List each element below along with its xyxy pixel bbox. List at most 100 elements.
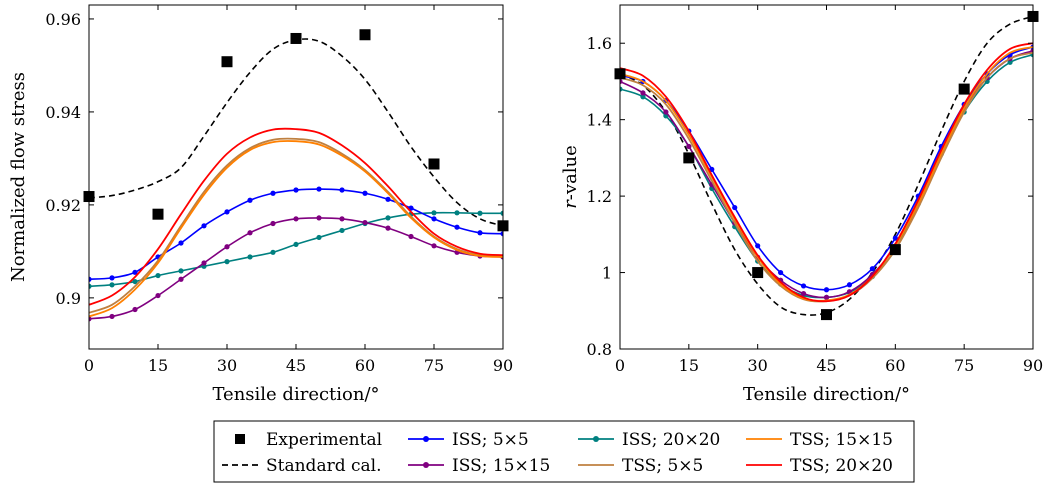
flow-stress-point-iss-5x5-8 [270,190,276,196]
flow-stress-point-iss-15x15-14 [408,233,414,240]
r-value-experimental-point-2 [752,267,764,279]
flow-stress-point-iss-15x15-7 [247,230,253,236]
r-value-point-iss-15x15-10 [846,289,853,295]
r-value-point-iss-5x5-11 [869,266,875,272]
r-value-experimental-point-5 [958,83,970,95]
legend-swatch-dot-iss-15x15 [423,462,429,468]
flow-stress-ylabel: Normalized flow stress [8,72,29,282]
r-value-point-iss-5x5-9 [823,287,830,293]
legend-label-iss-20x20: ISS; 20×20 [622,430,720,450]
r-value-point-iss-5x5-8 [800,283,807,289]
legend-swatch-experimental [235,434,245,444]
flow-stress-point-iss-15x15-9 [293,216,299,222]
flow-stress-point-iss-5x5-7 [247,197,253,203]
flow-stress-series-standard-cal [89,38,503,227]
flow-stress-series-iss-20x20 [89,211,503,288]
flow-stress-series-tss-5x5 [89,137,503,314]
flow-stress-point-iss-5x5-2 [132,269,138,275]
r-value-point-iss-20x20-0 [620,86,623,92]
flow-stress-point-iss-15x15-10 [316,215,322,221]
flow-stress-point-iss-15x15-1 [109,313,115,320]
r-value-series-tss-15x15 [620,46,1033,302]
flow-stress-point-iss-5x5-4 [178,240,184,246]
flow-stress-point-iss-15x15-0 [89,316,92,322]
flow-stress-xtick-label-5: 75 [424,356,444,375]
r-value-point-iss-15x15-3 [686,143,692,150]
flow-stress-point-iss-20x20-10 [316,234,322,241]
r-value-point-iss-5x5-6 [755,243,761,249]
flow-stress-point-iss-20x20-2 [132,278,138,285]
r-value-xtick-label-0: 0 [615,356,625,375]
r-value-xtick-label-2: 30 [747,356,767,375]
r-value-point-iss-5x5-12 [892,235,898,241]
flow-stress-experimental-point-1 [152,208,164,220]
flow-stress-experimental-point-5 [428,158,440,170]
r-value-ytick-label-1: 1 [602,264,612,283]
flow-stress-ytick-label-2: 0.94 [45,103,81,122]
flow-stress-axes-frame [88,4,504,350]
r-value-ytick-label-4: 1.6 [587,34,612,53]
flow-stress-point-iss-5x5-12 [362,190,368,196]
flow-stress-point-iss-15x15-4 [178,276,184,282]
flow-stress-point-iss-20x20-0 [89,283,92,289]
r-value-ytick-label-2: 1.2 [587,187,612,206]
flow-stress-point-iss-5x5-5 [201,223,207,229]
flow-stress-point-iss-5x5-18 [500,231,503,237]
flow-stress-point-iss-20x20-15 [431,210,437,216]
flow-stress-panel: 0 15 30 45 60 75 90 0.9 0.92 0.94 0.96 Tensile dire… [8,4,513,405]
r-value-point-iss-5x5-10 [846,282,853,288]
flow-stress-experimental-point-4 [359,29,371,41]
flow-stress-point-iss-5x5-11 [339,187,345,193]
flow-stress-point-iss-20x20-4 [178,268,184,274]
r-value-ylabel: r-value [560,145,581,209]
flow-stress-point-iss-15x15-12 [362,219,368,226]
flow-stress-experimental-point-2 [221,56,233,68]
r-value-xtick-label-4: 60 [885,356,905,375]
flow-stress-point-iss-5x5-1 [109,275,115,281]
r-value-series-tss-20x20 [620,42,1033,303]
r-value-xtick-label-1: 15 [679,356,699,375]
flow-stress-series-iss-5x5 [89,188,503,281]
flow-stress-xtick-label-2: 30 [217,356,237,375]
r-value-point-iss-15x15-2 [663,109,669,115]
flow-stress-point-iss-5x5-16 [454,224,460,230]
r-value-point-iss-5x5-4 [709,166,715,172]
flow-stress-point-iss-20x20-7 [247,254,253,260]
r-value-point-iss-15x15-1 [640,90,646,96]
flow-stress-point-iss-5x5-13 [385,196,391,202]
flow-stress-series-group [89,38,503,322]
legend-label-tss-20x20: TSS; 20×20 [790,456,893,476]
legend-box [213,420,915,483]
flow-stress-experimental-point-3 [290,32,302,44]
flow-stress-ytick-label-1: 0.92 [45,196,81,215]
r-value-point-iss-20x20-17 [1007,59,1013,65]
r-value-point-iss-15x15-8 [800,290,807,297]
legend-label-iss-15x15: ISS; 15×15 [452,456,550,476]
r-value-xtick-label-6: 90 [1023,356,1043,375]
flow-stress-point-iss-15x15-6 [224,244,230,250]
flow-stress-point-iss-5x5-0 [89,276,92,282]
flow-stress-point-iss-15x15-3 [155,292,161,299]
flow-stress-series-tss-20x20 [89,127,503,306]
legend-swatch-dot-iss-5x5 [423,436,429,442]
flow-stress-ytick-label-0: 0.9 [56,289,81,308]
r-value-point-iss-15x15-0 [620,78,623,85]
legend-label-experimental: Experimental [266,430,382,450]
r-value-point-iss-20x20-1 [640,94,646,100]
r-value-xtick-label-5: 75 [954,356,974,375]
flow-stress-xlabel: Tensile direction/° [212,384,379,405]
flow-stress-point-iss-15x15-13 [385,225,391,231]
flow-stress-point-iss-5x5-15 [431,216,437,222]
flow-stress-point-iss-20x20-16 [454,210,460,216]
r-value-xlabel: Tensile direction/° [743,384,910,405]
flow-stress-xtick-label-4: 60 [355,356,375,375]
legend-label-tss-15x15: TSS; 15×15 [790,430,893,450]
r-value-experimental-point-3 [821,309,832,321]
flow-stress-point-iss-20x20-3 [155,272,161,279]
r-value-point-iss-5x5-5 [732,204,738,211]
flow-stress-point-iss-15x15-15 [431,243,437,249]
flow-stress-ytick-label-3: 0.96 [45,10,81,29]
r-value-xtick-label-3: 45 [816,356,836,375]
legend: Experimental ISS; 5×5 ISS; 20×20 TSS; 15×15… [213,420,915,483]
